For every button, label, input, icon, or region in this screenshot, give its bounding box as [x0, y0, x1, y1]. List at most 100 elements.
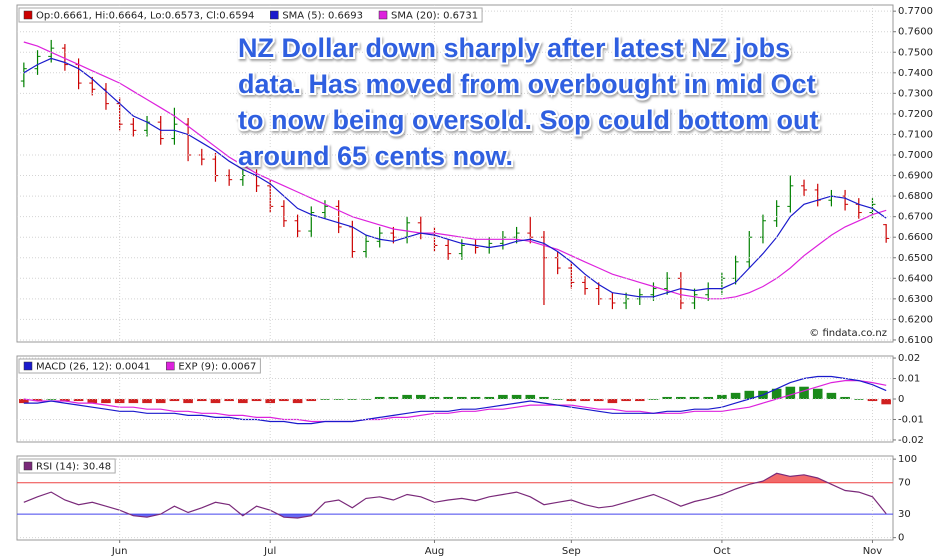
histogram-bar — [169, 399, 180, 402]
series-line — [23, 41, 887, 300]
legend-box — [18, 7, 483, 23]
histogram-bar — [662, 396, 672, 399]
y-tick-label: 0 — [898, 394, 904, 405]
histogram-bar — [292, 399, 303, 404]
histogram-bar — [183, 399, 193, 404]
annotation: NZ Dollar down sharply after latest NZ j… — [238, 33, 790, 63]
level-label: 30 — [898, 509, 911, 520]
histogram-bar — [744, 390, 755, 399]
histogram-bar — [689, 396, 700, 399]
series-line — [23, 380, 887, 423]
histogram-bar — [771, 388, 782, 399]
y-tick-label: 0.6800 — [898, 191, 933, 202]
legend-swatch — [23, 361, 33, 371]
y-tick-label: 0.7700 — [898, 6, 933, 17]
histogram-bar — [402, 394, 412, 399]
histogram-bar — [279, 399, 289, 402]
legend-swatch — [378, 10, 388, 20]
histogram-bar — [210, 399, 221, 404]
y-tick-label: 0.7200 — [898, 109, 933, 120]
y-tick-label: 0.7400 — [898, 68, 933, 79]
histogram-bar — [511, 394, 522, 399]
histogram-bar — [306, 399, 317, 402]
legend-label: EXP (9): 0.0067 — [178, 362, 256, 373]
y-tick-label: 0.6400 — [898, 273, 933, 284]
histogram-bar — [101, 399, 111, 404]
histogram-bar — [457, 396, 467, 399]
series-line — [23, 375, 887, 425]
legend: MACD (26, 12): 0.0041 EXP (9): 0.0067 — [18, 358, 261, 374]
y-tick-label: -0.02 — [898, 435, 924, 446]
y-tick-label: -0.01 — [898, 414, 924, 425]
y-tick-label: 0.7500 — [898, 47, 933, 58]
x-tick-label: Oct — [713, 546, 730, 557]
histogram-bar — [730, 392, 741, 399]
y-tick-label: 0 — [898, 533, 904, 544]
panel-frame — [16, 4, 894, 343]
histogram-bar — [621, 399, 631, 402]
histogram-bar — [32, 399, 43, 402]
histogram-bar — [128, 399, 139, 404]
histogram-bar — [867, 399, 878, 402]
histogram-bar — [224, 399, 234, 402]
y-tick-label: 100 — [898, 454, 917, 465]
histogram-bar — [251, 399, 262, 402]
histogram-bar — [388, 396, 399, 399]
annotation: to now being oversold. Sop could bottom … — [238, 105, 818, 135]
histogram-bar — [566, 399, 577, 402]
histogram-bar — [60, 399, 70, 402]
legend-label: SMA (5): 0.6693 — [282, 11, 363, 22]
histogram-bar — [593, 399, 604, 402]
legend-swatch — [270, 10, 279, 20]
y-tick-label: 0.7000 — [898, 150, 933, 161]
y-tick-label: 0.7600 — [898, 27, 933, 38]
legend-box — [18, 458, 116, 474]
histogram-bar — [634, 399, 645, 402]
histogram-bar — [374, 396, 385, 399]
histogram-bar — [142, 399, 152, 404]
histogram-bar — [826, 392, 837, 399]
histogram-bar — [785, 386, 796, 399]
legend-box — [18, 358, 261, 374]
series-line — [23, 472, 887, 519]
legend-swatch — [166, 361, 175, 371]
y-tick-label: 0.6500 — [898, 253, 933, 264]
y-tick-label: 0.6700 — [898, 212, 933, 223]
x-tick-label: Nov — [863, 546, 883, 557]
series-line — [23, 57, 887, 298]
histogram-bar — [415, 394, 426, 399]
histogram-bar — [87, 399, 98, 404]
histogram-bar — [19, 399, 29, 404]
histogram-bar — [853, 399, 864, 400]
plot-area — [17, 472, 893, 519]
histogram-bar — [607, 399, 618, 404]
panel-frame — [16, 455, 894, 541]
legend-label: SMA (20): 0.6731 — [391, 11, 478, 22]
histogram-bar — [429, 396, 440, 399]
legend: Op:0.6661, Hi:0.6664, Lo:0.6573, Cl:0.65… — [18, 7, 483, 23]
plot-area — [20, 39, 890, 310]
histogram-bar — [73, 399, 84, 402]
y-tick-label: 0.6600 — [898, 232, 933, 243]
histogram-bar — [525, 394, 536, 399]
x-tick-label: Jul — [263, 546, 276, 557]
histogram-bar — [812, 388, 823, 399]
x-tick-label: Sep — [562, 546, 581, 557]
histogram-bar — [881, 399, 891, 405]
histogram-bar — [484, 396, 495, 399]
level-label: 70 — [898, 478, 911, 489]
histogram-bar — [799, 386, 809, 399]
histogram-bar — [498, 394, 508, 399]
histogram-bar — [676, 396, 686, 399]
histogram-bar — [580, 399, 590, 402]
x-tick-label: Aug — [425, 546, 445, 557]
histogram-bar — [46, 399, 57, 400]
histogram-bar — [347, 399, 358, 400]
histogram-bar — [196, 399, 207, 402]
watermark: © findata.co.nz — [809, 328, 887, 339]
histogram-bar — [443, 396, 453, 399]
histogram-bar — [155, 399, 166, 404]
y-tick-label: 0.6900 — [898, 171, 933, 182]
legend-label: MACD (26, 12): 0.0041 — [36, 362, 150, 373]
